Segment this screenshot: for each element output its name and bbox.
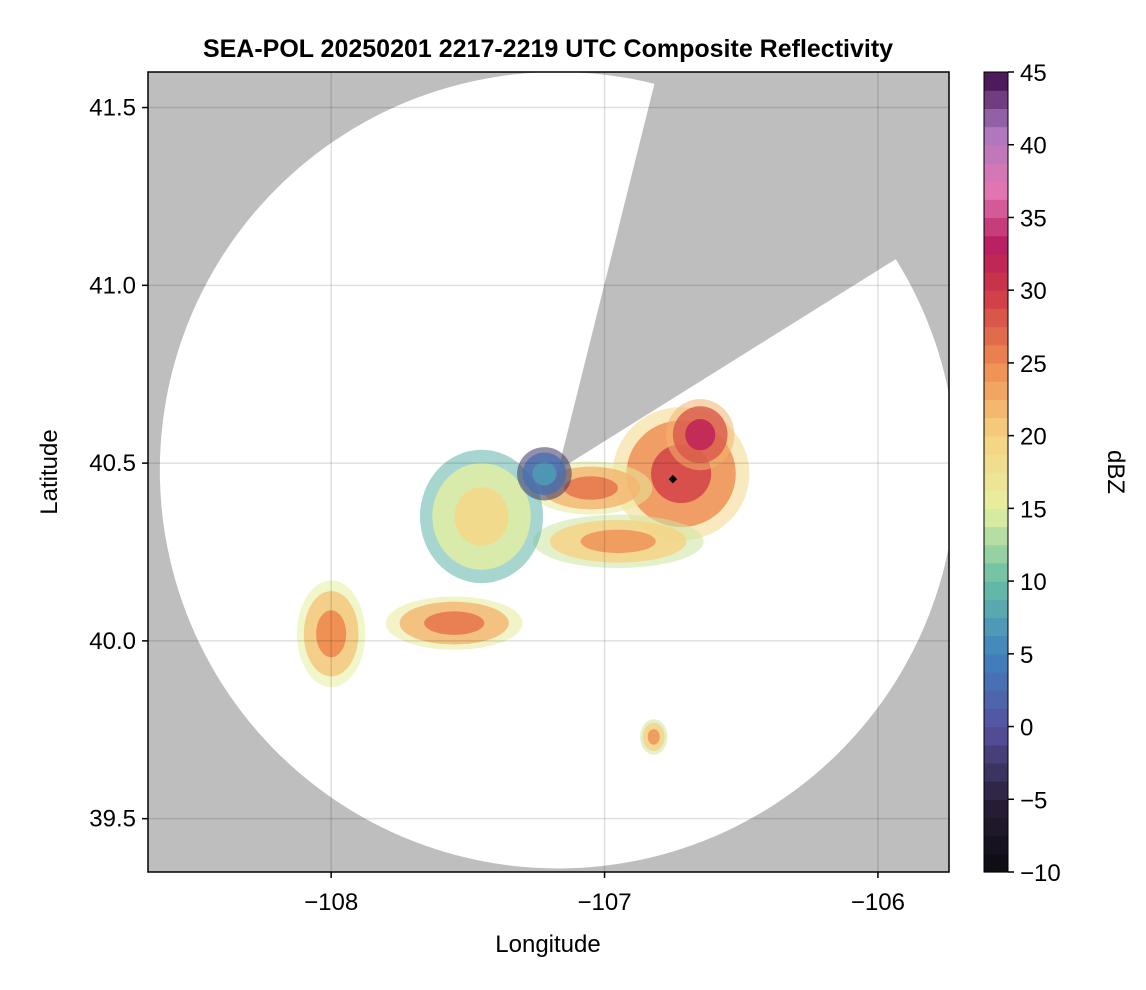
y-tick-label: 41.0 xyxy=(89,272,136,299)
colorbar-segment xyxy=(984,90,1008,109)
colorbar-segment xyxy=(984,508,1008,528)
colorbar-segment xyxy=(984,799,1008,819)
colorbar-segment xyxy=(984,762,1008,782)
echo-region xyxy=(666,399,735,471)
colorbar-segment xyxy=(984,708,1008,728)
y-tick-label: 39.5 xyxy=(89,806,136,833)
colorbar-label: dBZ xyxy=(1102,450,1129,494)
y-axis-label: Latitude xyxy=(36,429,63,514)
colorbar-segment xyxy=(984,326,1008,346)
x-axis-label: Longitude xyxy=(495,931,600,958)
colorbar-tick-label: 30 xyxy=(1020,278,1047,305)
colorbar-segment xyxy=(984,108,1008,128)
plot-frame xyxy=(147,71,950,873)
colorbar-tick-label: 35 xyxy=(1020,205,1047,232)
y-axis: 39.5 40.0 40.5 41.0 41.5 xyxy=(89,95,148,833)
echo-region xyxy=(640,719,668,755)
x-axis: −108 −107 −106 xyxy=(304,872,905,916)
echo-core xyxy=(424,611,485,635)
colorbar-tick-label: 25 xyxy=(1020,351,1047,378)
colorbar-segment xyxy=(984,490,1008,509)
colorbar-segment xyxy=(984,853,1008,873)
colorbar-tick-label: 15 xyxy=(1020,496,1047,523)
colorbar-frame xyxy=(983,71,1009,873)
colorbar-segment xyxy=(984,162,1008,182)
colorbar-segment xyxy=(984,344,1008,364)
colorbar-segment xyxy=(984,217,1008,237)
colorbar-segment xyxy=(984,253,1008,273)
colorbar-tick-label: −5 xyxy=(1020,787,1047,814)
echo-region xyxy=(296,580,366,688)
colorbar-segment xyxy=(984,272,1008,291)
echo-region xyxy=(532,514,704,568)
echo-region xyxy=(385,596,523,650)
x-tick-label: −108 xyxy=(304,889,358,916)
colorbar-segment xyxy=(984,235,1008,255)
echo-core xyxy=(563,476,618,500)
echo-core xyxy=(647,729,660,745)
grid-lines xyxy=(148,72,949,872)
colorbar-segment xyxy=(984,308,1008,328)
colorbar-segment xyxy=(984,181,1008,200)
echo-core xyxy=(685,419,716,451)
echo-core xyxy=(454,487,509,546)
colorbar-segment xyxy=(984,835,1008,855)
x-tick-label: −107 xyxy=(578,889,632,916)
colorbar-tick-label: 20 xyxy=(1020,424,1047,451)
colorbar-segment xyxy=(984,362,1008,382)
echo-core xyxy=(580,529,656,554)
x-tick-label: −106 xyxy=(851,889,905,916)
echo-region xyxy=(517,447,572,501)
colorbar-segment xyxy=(984,617,1008,637)
echo-core xyxy=(532,462,557,486)
colorbar-segment xyxy=(984,653,1008,673)
colorbar-segment xyxy=(984,290,1008,309)
colorbar-segment xyxy=(984,817,1008,837)
colorbar-segment xyxy=(984,199,1008,219)
colorbar-segment xyxy=(984,690,1008,709)
colorbar-segment xyxy=(984,544,1008,564)
colorbar-tick-label: 5 xyxy=(1020,642,1033,669)
colorbar-segment xyxy=(984,635,1008,655)
radar-site-marker xyxy=(668,474,678,484)
colorbar-segment xyxy=(984,417,1008,437)
echo-region xyxy=(420,449,544,584)
reflectivity-echoes xyxy=(296,399,750,755)
colorbar-segment xyxy=(984,581,1008,600)
colorbar: −10 −5 0 5 10 15 20 25 30 35 40 45 xyxy=(983,60,1061,887)
colorbar-segment xyxy=(984,126,1008,146)
y-tick-label: 40.5 xyxy=(89,450,136,477)
colorbar-segment xyxy=(984,472,1008,491)
colorbar-tick-label: 40 xyxy=(1020,133,1047,160)
colorbar-tick-label: 10 xyxy=(1020,569,1047,596)
colorbar-segment xyxy=(984,672,1008,691)
colorbar-segment xyxy=(984,399,1008,419)
colorbar-segment xyxy=(984,744,1008,764)
colorbar-segment xyxy=(984,526,1008,546)
radar-marker-layer xyxy=(668,474,678,484)
colorbar-segment xyxy=(984,381,1008,400)
colorbar-segment xyxy=(984,726,1008,746)
colorbar-segment xyxy=(984,453,1008,473)
colorbar-tick-label: 45 xyxy=(1020,60,1047,87)
colorbar-tick-label: 0 xyxy=(1020,715,1033,742)
colorbar-tick-label: −10 xyxy=(1020,860,1061,887)
echo-core xyxy=(316,610,347,658)
colorbar-segment xyxy=(984,72,1008,91)
y-tick-label: 41.5 xyxy=(89,95,136,122)
colorbar-segment xyxy=(984,144,1008,164)
colorbar-segment xyxy=(984,599,1008,619)
chart-title: SEA-POL 20250201 2217-2219 UTC Composite… xyxy=(203,35,893,63)
colorbar-segment xyxy=(984,781,1008,800)
colorbar-segment xyxy=(984,435,1008,455)
colorbar-segment xyxy=(984,562,1008,582)
y-tick-label: 40.0 xyxy=(89,628,136,655)
